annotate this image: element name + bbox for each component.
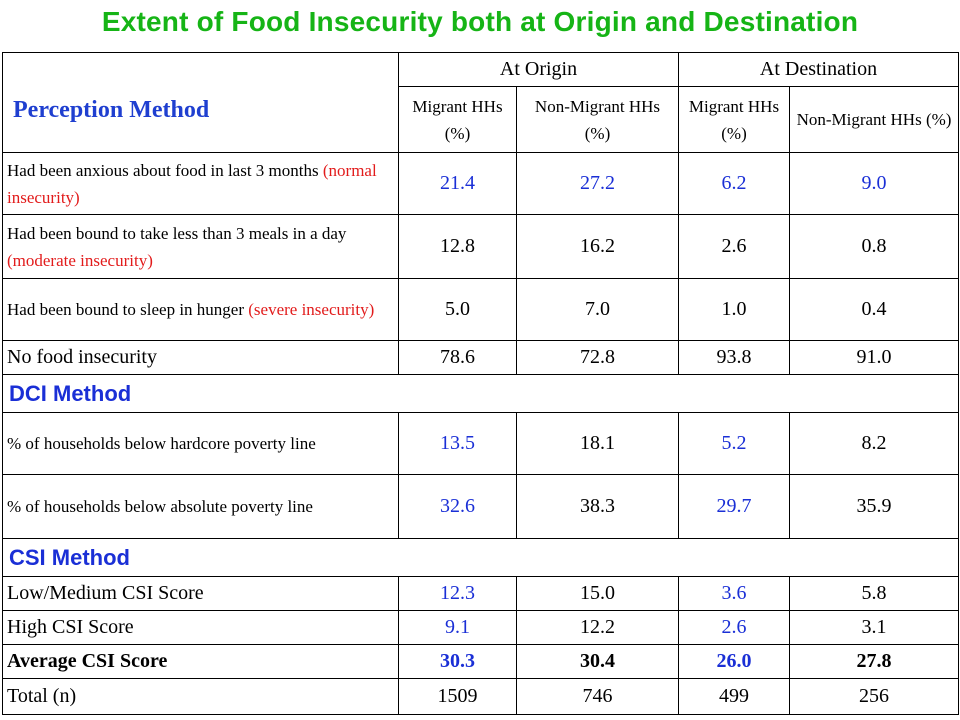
value-cell: 1.0 bbox=[678, 278, 790, 341]
row-label: Total (n) bbox=[2, 678, 399, 715]
value-cell: 35.9 bbox=[789, 474, 959, 539]
value-cell: 91.0 bbox=[789, 340, 959, 375]
value-cell: 5.2 bbox=[678, 412, 790, 475]
value-cell: 8.2 bbox=[789, 412, 959, 475]
table-row: % of households below absolute poverty l… bbox=[2, 474, 959, 539]
value-cell: 746 bbox=[516, 678, 679, 715]
food-insecurity-table: Perception Method At Origin At Destinati… bbox=[2, 52, 959, 715]
value-cell: 5.0 bbox=[398, 278, 517, 341]
at-destination-header: At Destination bbox=[678, 52, 959, 87]
header-row-groups: Perception Method At Origin At Destinati… bbox=[2, 52, 959, 153]
value-cell: 30.3 bbox=[398, 644, 517, 679]
value-cell: 12.8 bbox=[398, 214, 517, 279]
origin-non-migrant-header: Non-Migrant HHs (%) bbox=[516, 86, 679, 153]
destination-non-migrant-header: Non-Migrant HHs (%) bbox=[789, 86, 959, 153]
csi-method-header: CSI Method bbox=[2, 538, 959, 577]
value-cell: 72.8 bbox=[516, 340, 679, 375]
value-cell: 3.6 bbox=[678, 576, 790, 611]
table-row: Average CSI Score 30.3 30.4 26.0 27.8 bbox=[2, 644, 959, 679]
total-row: Total (n) 1509 746 499 256 bbox=[2, 678, 959, 715]
value-cell: 9.0 bbox=[789, 152, 959, 215]
row-text: Had been anxious about food in last 3 mo… bbox=[7, 160, 323, 180]
row-label: Average CSI Score bbox=[2, 644, 399, 679]
table-row: Had been bound to sleep in hunger (sever… bbox=[2, 278, 959, 341]
value-cell: 32.6 bbox=[398, 474, 517, 539]
value-cell: 27.8 bbox=[789, 644, 959, 679]
value-cell: 21.4 bbox=[398, 152, 517, 215]
table-row: % of households below hardcore poverty l… bbox=[2, 412, 959, 475]
value-cell: 2.6 bbox=[678, 610, 790, 645]
row-label: No food insecurity bbox=[2, 340, 399, 375]
at-origin-header: At Origin bbox=[398, 52, 679, 87]
value-cell: 16.2 bbox=[516, 214, 679, 279]
header-row-sub: Migrant HHs (%) Non-Migrant HHs (%) Migr… bbox=[3, 86, 959, 153]
value-cell: 0.4 bbox=[789, 278, 959, 341]
value-cell: 0.8 bbox=[789, 214, 959, 279]
value-cell: 18.1 bbox=[516, 412, 679, 475]
row-note: (normal insecurity) bbox=[7, 160, 377, 207]
origin-migrant-header: Migrant HHs (%) bbox=[398, 86, 517, 153]
value-cell: 12.3 bbox=[398, 576, 517, 611]
value-cell: 256 bbox=[789, 678, 959, 715]
value-cell: 78.6 bbox=[398, 340, 517, 375]
value-cell: 30.4 bbox=[516, 644, 679, 679]
value-cell: 29.7 bbox=[678, 474, 790, 539]
row-label: % of households below hardcore poverty l… bbox=[2, 412, 399, 475]
value-cell: 13.5 bbox=[398, 412, 517, 475]
value-cell: 38.3 bbox=[516, 474, 679, 539]
row-label: Low/Medium CSI Score bbox=[2, 576, 399, 611]
row-label: Had been bound to take less than 3 meals… bbox=[2, 214, 399, 279]
value-cell: 6.2 bbox=[678, 152, 790, 215]
destination-migrant-header: Migrant HHs (%) bbox=[678, 86, 790, 153]
section-row-csi: CSI Method bbox=[2, 538, 959, 577]
row-note: (severe insecurity) bbox=[248, 300, 375, 319]
table-row: No food insecurity 78.6 72.8 93.8 91.0 bbox=[2, 340, 959, 375]
row-note: (moderate insecurity) bbox=[7, 250, 153, 270]
row-label: % of households below absolute poverty l… bbox=[2, 474, 399, 539]
table-row: Had been bound to take less than 3 meals… bbox=[2, 214, 959, 279]
value-cell: 3.1 bbox=[789, 610, 959, 645]
table-row: High CSI Score 9.1 12.2 2.6 3.1 bbox=[2, 610, 959, 645]
value-cell: 12.2 bbox=[516, 610, 679, 645]
value-cell: 1509 bbox=[398, 678, 517, 715]
table-row: Had been anxious about food in last 3 mo… bbox=[2, 152, 959, 215]
section-row-dci: DCI Method bbox=[2, 374, 959, 413]
value-cell: 15.0 bbox=[516, 576, 679, 611]
value-cell: 2.6 bbox=[678, 214, 790, 279]
value-cell: 93.8 bbox=[678, 340, 790, 375]
row-label: Had been anxious about food in last 3 mo… bbox=[2, 152, 399, 215]
value-cell: 26.0 bbox=[678, 644, 790, 679]
dci-method-header: DCI Method bbox=[2, 374, 959, 413]
slide-title: Extent of Food Insecurity both at Origin… bbox=[101, 6, 859, 37]
perception-method-header: Perception Method bbox=[2, 52, 399, 153]
value-cell: 27.2 bbox=[516, 152, 679, 215]
row-label: Had been bound to sleep in hunger (sever… bbox=[2, 278, 399, 341]
value-cell: 5.8 bbox=[789, 576, 959, 611]
value-cell: 499 bbox=[678, 678, 790, 715]
value-cell: 7.0 bbox=[516, 278, 679, 341]
value-cell: 9.1 bbox=[398, 610, 517, 645]
row-label: High CSI Score bbox=[2, 610, 399, 645]
row-text: Had been bound to sleep in hunger bbox=[7, 300, 249, 319]
table-row: Low/Medium CSI Score 12.3 15.0 3.6 5.8 bbox=[2, 576, 959, 611]
row-text: Had been bound to take less than 3 meals… bbox=[7, 223, 347, 243]
